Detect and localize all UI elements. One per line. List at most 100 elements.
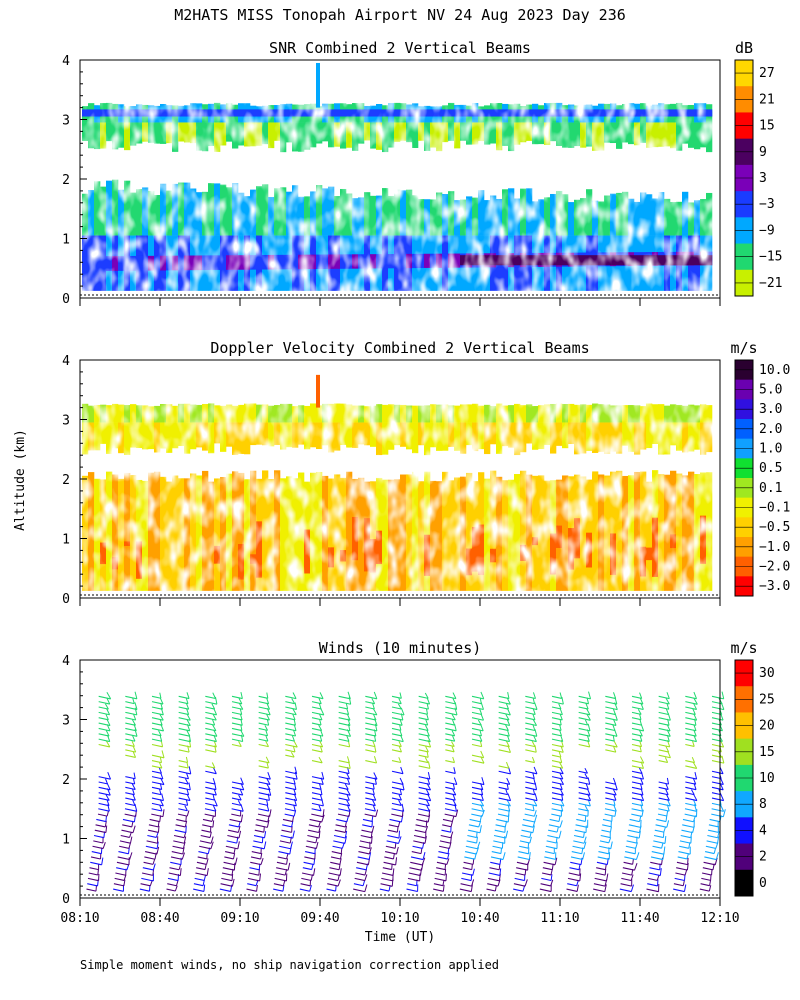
wind-barb-flag [290,841,293,849]
wind-barb [256,818,268,823]
wind-barb [330,861,341,865]
doppler-cell [670,470,677,591]
wind-barb [337,813,350,818]
wind-barb [168,872,181,877]
wind-barb [595,872,606,876]
wind-barb [93,840,104,844]
doppler-cell [214,478,221,591]
colorbar-label: 3.0 [759,402,782,417]
snr-cell [178,109,185,117]
y-tick-label: 4 [62,54,70,69]
wind-barb [254,829,265,833]
wind-barb [144,856,156,860]
doppler-cell [106,422,113,454]
snr-cell [88,256,95,272]
doppler-cell [586,532,593,568]
wind-barb [338,717,351,721]
wind-barb [548,824,561,828]
wind-barb-flag [185,799,189,806]
y-tick-label: 1 [62,833,70,848]
doppler-cell [460,422,467,454]
doppler-cell [688,404,695,423]
wind-barb [525,760,535,764]
wind-barb [498,749,511,753]
doppler-cell [370,422,377,447]
snr-cell [190,109,197,117]
colorbar-label: 9 [759,145,767,160]
snr-cell [508,255,515,266]
wind-barb-flag [131,783,136,790]
x-tick-label: 12:10 [700,911,739,926]
doppler-cell [406,474,413,591]
doppler-cell [526,422,533,444]
doppler-cell [472,526,479,572]
snr-cell [562,109,569,117]
snr-cell [94,181,101,236]
doppler-cell [628,405,635,423]
wind-barb-flag [203,884,206,892]
wind-barb [498,808,510,812]
snr-cell [148,190,155,236]
wind-barb-flag [533,810,537,817]
wind-barb [631,792,644,796]
snr-cell [304,254,311,270]
snr-cell [100,186,107,236]
snr-cell [232,122,239,149]
wind-barb-flag [134,691,138,699]
doppler-cell [88,405,95,423]
snr-cell [370,109,377,117]
wind-barb [525,711,536,716]
wind-barb [471,727,484,732]
wind-barb [227,834,240,839]
wind-barb-flag [425,708,428,715]
wind-barb-flag [159,735,163,742]
wind-barb [178,733,190,737]
wind-barb-flag [266,819,270,828]
wind-barb [498,706,509,710]
snr-cell [442,122,449,143]
wind-barb [525,717,536,721]
snr-cell [580,109,587,117]
wind-barb [462,867,472,871]
wind-barb [436,861,447,866]
wind-barb [258,738,269,742]
wind-barb [151,760,162,764]
wind-barb [391,733,403,737]
wind-barb [356,867,367,871]
snr-cell [220,255,227,270]
wind-barb-flag [133,772,136,779]
doppler-cell [682,422,689,453]
wind-barb-flag [184,805,188,811]
wind-barb [705,845,716,849]
wind-barb [166,888,176,892]
doppler-cell [340,403,347,423]
wind-barb-flag [452,788,457,796]
wind-barb [418,765,431,769]
wind-barb-flag [318,830,321,839]
wind-barb-flag [532,825,535,833]
doppler-cell [262,470,269,591]
doppler-cell [664,405,671,423]
doppler-cell [622,405,629,423]
snr-cell [268,196,275,236]
snr-cell [244,196,251,236]
wind-barb [514,877,525,882]
wind-barb [685,792,695,796]
wind-barb [365,760,377,764]
wind-barb [391,808,404,812]
snr-cell [196,122,203,151]
snr-cell [616,192,623,236]
doppler-cell [124,541,131,546]
snr-cell [214,109,221,117]
doppler-cell [352,405,359,423]
doppler-cell [190,473,197,591]
doppler-cell [250,422,257,446]
y-tick-label: 3 [62,114,70,129]
snr-cell [316,254,323,269]
snr-cell [172,183,179,236]
wind-barb [605,797,617,801]
wind-barb [445,770,456,774]
wind-barb-flag [399,724,402,731]
wind-barb [648,872,661,877]
wind-barb-flag [106,697,111,705]
